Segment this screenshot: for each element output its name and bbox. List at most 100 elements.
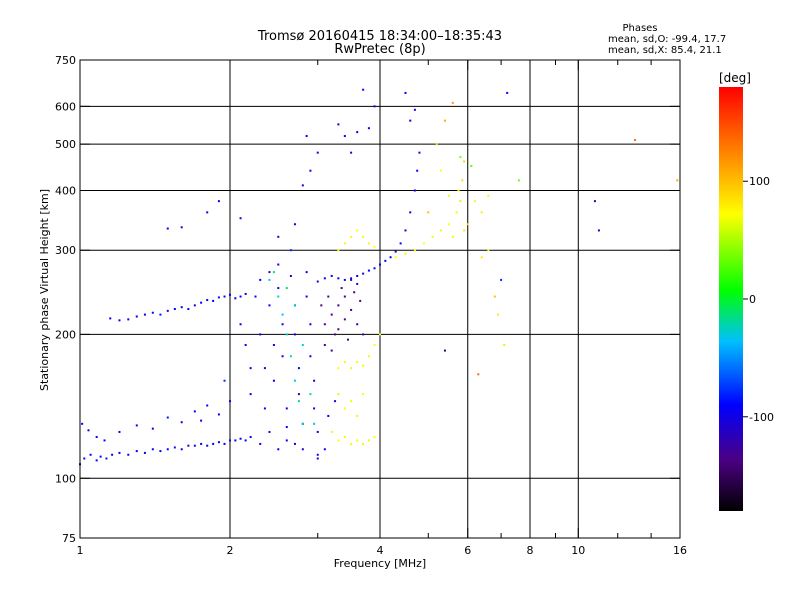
data-point [443,349,446,352]
data-point [297,393,300,396]
data-point [193,444,196,447]
data-point [87,429,90,432]
data-point [634,139,637,142]
data-point [234,439,237,442]
data-point [316,430,319,433]
data-point [285,333,288,336]
data-point [212,442,215,445]
phase-stats-o: mean, sd,O: -99.4, 17.7 [608,34,726,45]
data-point [259,442,262,445]
data-point [81,422,84,425]
data-point [272,344,275,347]
data-point [143,313,146,316]
data-point [343,135,346,138]
data-point [323,344,326,347]
data-point [337,277,340,280]
data-point [362,88,365,91]
data-point [379,333,381,336]
data-point [373,435,376,438]
data-point [83,457,86,460]
data-point [217,200,220,203]
data-point [135,424,138,427]
data-point [249,393,252,396]
data-point [356,323,359,326]
data-point [268,304,271,307]
x-tick-label: 16 [673,544,687,557]
data-point [277,295,280,298]
data-point [173,308,176,311]
data-point [313,407,316,410]
data-point [263,367,266,370]
data-point [268,271,271,274]
data-point [337,304,340,307]
data-point [343,278,346,281]
data-point [337,367,340,370]
data-point [443,119,446,122]
data-point [337,393,340,396]
data-point [166,309,169,312]
data-point [239,323,242,326]
data-point [316,151,319,154]
data-point [229,439,231,442]
y-tick-label: 100 [55,472,76,485]
data-point [187,308,190,311]
data-point [418,151,421,154]
data-point [597,229,600,232]
data-point [404,91,407,94]
data-point [394,256,397,259]
data-point [461,179,464,182]
data-point [496,313,499,316]
data-point [413,189,416,192]
data-point [289,355,292,358]
chart-subtitle: RwPretec (8p) [334,42,425,57]
data-point [327,414,330,417]
data-point [373,267,376,270]
data-point [285,287,288,290]
data-point [217,296,220,299]
data-point [285,407,288,410]
data-point [301,344,304,347]
data-point [293,442,296,445]
axis-ticks: 1 2 4 6 8 10 16 75 100 200 300 400 500 600 750 [55,54,687,557]
data-point [323,323,326,326]
data-point [166,227,169,230]
data-point [350,277,353,280]
x-tick-label: 8 [527,544,534,557]
data-point [447,223,450,226]
data-point [379,263,381,266]
data-point [500,278,503,281]
data-point [463,229,466,232]
data-point [343,295,346,298]
data-point [337,123,340,126]
data-point [263,407,266,410]
data-point [193,410,196,413]
data-point [343,407,346,410]
data-point [293,379,296,382]
data-point [480,211,483,214]
data-point [356,274,359,277]
data-point [457,189,460,192]
data-point [362,333,365,336]
data-point [244,344,247,347]
data-point [111,453,114,456]
data-point [316,457,319,460]
y-tick-label: 200 [55,328,76,341]
data-point [249,367,252,370]
data-point [180,226,183,229]
y-tick-label: 500 [55,138,76,151]
data-point [229,293,231,296]
data-point [293,304,296,307]
data-point [309,355,312,358]
data-point [350,442,353,445]
data-point [229,400,231,403]
data-point [413,108,416,111]
data-point [427,211,430,214]
data-point [362,393,365,396]
data-point [118,319,121,322]
data-point [244,292,247,295]
data-point [293,333,296,336]
data-point [362,272,365,275]
data-point [422,242,425,245]
data-point [356,131,359,134]
data-point [487,249,490,252]
